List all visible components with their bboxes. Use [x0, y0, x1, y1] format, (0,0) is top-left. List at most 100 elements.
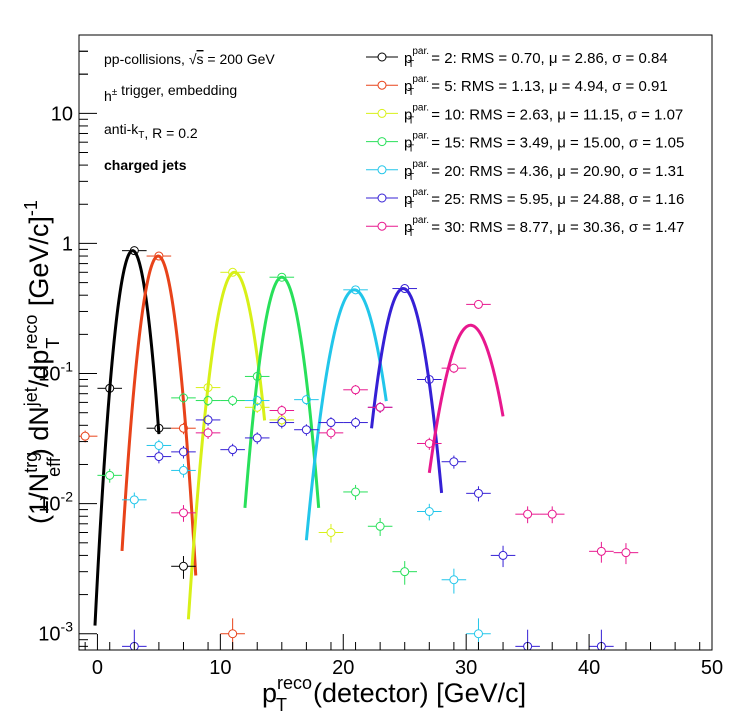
axes: 0 10 20 30 40 50 10-3 10-2 10-1 1 10	[38, 50, 723, 679]
data-marker	[473, 488, 483, 498]
annotations: pp-collisions, √s = 200 GeV h± trigger, e…	[104, 51, 275, 173]
data-marker	[228, 629, 238, 639]
data-marker	[203, 415, 213, 425]
data-marker	[473, 299, 483, 309]
data-marker	[178, 423, 188, 433]
data-marker	[351, 285, 361, 295]
data-point	[97, 383, 123, 394]
data-marker	[326, 418, 336, 428]
legend-label: ppar. T = 25: RMS = 5.95, μ = 24.88, σ = …	[404, 187, 684, 211]
data-point	[269, 417, 295, 429]
data-point	[441, 568, 467, 594]
legend-entry: ppar. T = 20: RMS = 4.36, μ = 20.90, σ = …	[366, 159, 684, 183]
data-point	[466, 486, 491, 502]
y-tick-label: 10	[51, 103, 73, 125]
data-point	[392, 561, 418, 585]
data-point	[195, 414, 221, 426]
data-marker	[178, 561, 188, 571]
data-marker	[105, 383, 115, 393]
legend-marker	[377, 80, 387, 90]
legend-entry: ppar. T = 2: RMS = 0.70, μ = 2.86, σ = 0.…	[366, 46, 668, 70]
data-marker	[351, 418, 361, 428]
x-tick-label: 40	[578, 657, 600, 679]
data-point	[171, 422, 196, 435]
data-marker	[178, 465, 188, 475]
data-marker	[228, 396, 238, 406]
data-point	[392, 284, 418, 294]
data-point	[171, 392, 196, 404]
data-point	[269, 272, 295, 282]
fit-curve	[427, 323, 505, 474]
annotation-text: pp-collisions, √s = 200 GeV	[104, 51, 275, 67]
data-marker	[424, 374, 434, 384]
legend: ppar. T = 2: RMS = 0.70, μ = 2.86, σ = 0.…	[366, 46, 684, 239]
legend-marker	[377, 221, 387, 231]
data-point	[146, 251, 172, 261]
data-point	[97, 468, 123, 483]
data-point	[515, 506, 540, 524]
legend-marker	[377, 165, 387, 175]
data-point	[441, 455, 467, 469]
data-marker	[449, 457, 459, 467]
data-point	[490, 545, 516, 568]
y-tick-label: 10-3	[38, 619, 73, 646]
data-point	[318, 523, 344, 543]
data-marker	[154, 251, 164, 261]
data-marker	[203, 396, 213, 406]
legend-entry: ppar. T = 10: RMS = 2.63, μ = 11.15, σ = …	[366, 102, 683, 126]
data-point	[195, 427, 221, 439]
data-point	[294, 394, 319, 406]
data-marker	[178, 447, 188, 457]
legend-label: ppar. T = 2: RMS = 0.70, μ = 2.86, σ = 0.…	[404, 46, 668, 70]
fit-curve	[93, 249, 161, 626]
data-marker	[326, 428, 336, 438]
legend-marker	[377, 193, 387, 203]
data-point	[466, 299, 491, 309]
data-marker	[252, 433, 262, 443]
data-marker	[547, 509, 557, 519]
data-point	[589, 541, 614, 563]
data-marker	[129, 246, 139, 256]
data-point	[441, 363, 467, 374]
data-marker	[301, 395, 311, 405]
data-point	[171, 556, 196, 579]
data-marker	[449, 575, 459, 585]
data-point	[417, 437, 442, 450]
data-marker	[277, 405, 287, 415]
data-marker	[375, 402, 385, 412]
data-marker	[351, 385, 361, 395]
data-marker	[154, 423, 164, 433]
fit-curve	[243, 275, 321, 508]
data-point	[195, 395, 221, 407]
data-point	[220, 267, 245, 277]
data-point	[244, 402, 270, 413]
data-marker	[301, 425, 311, 435]
annotation-text: h± trigger, embedding	[104, 82, 237, 104]
fit-curve	[370, 287, 444, 494]
data-marker	[498, 550, 508, 560]
data-marker	[129, 495, 139, 505]
data-marker	[277, 272, 287, 282]
fit-curve	[120, 254, 198, 576]
data-point	[195, 382, 221, 393]
data-point	[367, 402, 393, 413]
data-point	[171, 464, 196, 478]
data-point	[343, 384, 368, 396]
data-point	[171, 505, 196, 522]
data-marker	[400, 567, 410, 577]
data-marker	[252, 371, 262, 381]
data-marker	[424, 438, 434, 448]
data-point	[539, 506, 565, 524]
annotation-text: anti-kT, R = 0.2	[104, 121, 198, 141]
legend-label: ppar. T = 5: RMS = 1.13, μ = 4.94, σ = 0.…	[404, 74, 668, 98]
data-marker	[178, 508, 188, 518]
data-point	[244, 371, 270, 382]
data-point	[367, 517, 393, 536]
data-marker	[154, 452, 164, 462]
data-point	[318, 427, 344, 439]
data-marker	[105, 470, 115, 480]
fit-curve	[186, 270, 267, 620]
data-marker	[326, 528, 336, 538]
data-point	[146, 422, 172, 435]
